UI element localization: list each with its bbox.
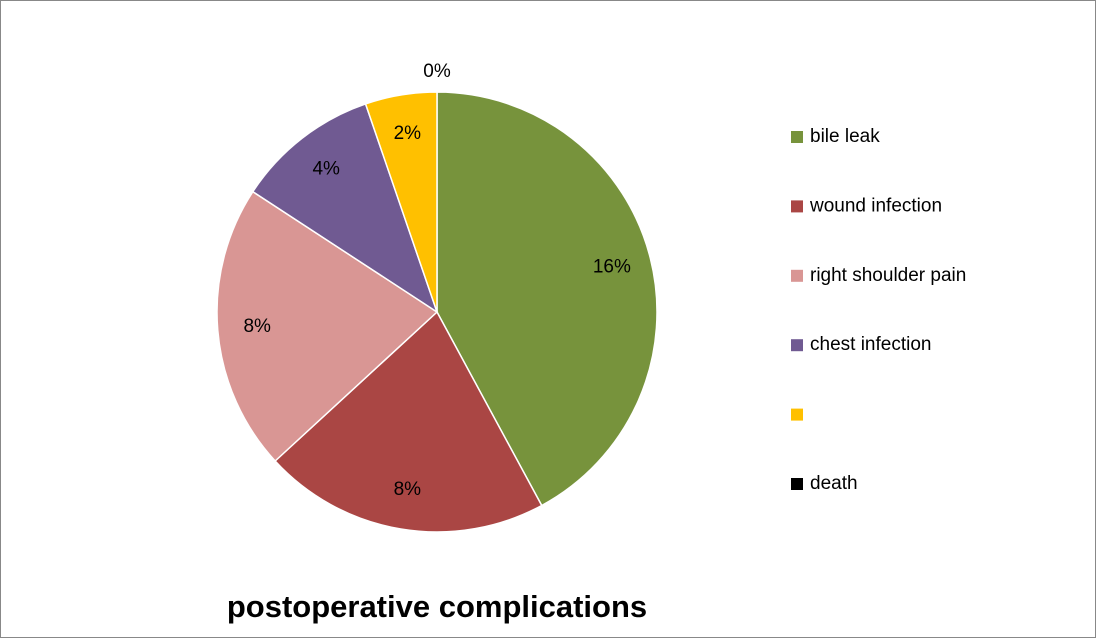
- data-label: 8%: [243, 316, 271, 337]
- data-label: 16%: [593, 257, 631, 278]
- pie-slice: [364, 91, 438, 313]
- legend-label: chest infection: [810, 334, 931, 355]
- data-label: 0%: [423, 61, 451, 82]
- legend-swatch: [791, 478, 803, 490]
- data-label: 2%: [394, 123, 422, 144]
- data-label: 4%: [312, 159, 340, 180]
- legend-label: bile leak: [810, 126, 880, 147]
- pie-slice: [436, 91, 658, 507]
- data-label: 8%: [394, 479, 422, 500]
- legend-swatch: [791, 200, 803, 213]
- pie-slice: [251, 102, 439, 314]
- pie-slice: [274, 310, 543, 533]
- chart-title: postoperative complications: [227, 589, 647, 624]
- legend-swatch: [791, 131, 803, 143]
- legend-swatch: [791, 408, 803, 421]
- legend-swatch: [791, 269, 803, 282]
- legend-label: death: [810, 473, 858, 494]
- pie-slice: [216, 190, 439, 463]
- legend-label: right shoulder pain: [810, 265, 966, 286]
- legend-swatch: [791, 339, 803, 352]
- legend-label: wound infection: [809, 195, 942, 216]
